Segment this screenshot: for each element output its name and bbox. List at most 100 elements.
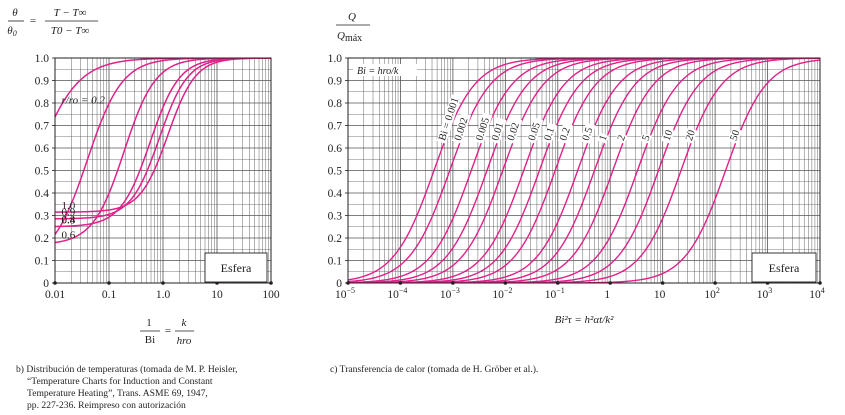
right-series-label-bg [505,117,523,144]
right-series-label-group: 0.05 [526,117,544,144]
right-series-label-bg [452,112,472,144]
right-series-label-group: 0.5 [580,122,596,144]
right-series-label-bg [436,94,462,144]
right-xtick [818,281,822,285]
right-series-label-bg [596,132,610,144]
left-grid [54,58,271,283]
left-series-label-0.8: 0.8 [61,214,75,226]
right-box: Esfera [751,252,817,283]
left-box: Esfera [204,252,268,283]
right-xtick-label: 10 [654,289,666,301]
left-xtick-label: 1.0 [156,289,171,301]
right-xtick-label: 104 [809,286,825,301]
left-ylabel-num: θ [12,7,18,19]
left-ytick-label: 0.8 [35,98,50,110]
right-series-label-bg [615,132,628,144]
right-curve-20 [348,58,820,283]
right-series-label-bg [728,127,742,144]
right-series-label-group: 50 [728,127,743,144]
right-curve-0.05 [348,58,820,283]
right-box-frame [751,252,817,283]
right-caption: c) Transferencia de calor (tomada de H. … [330,364,539,375]
right-series-label-bg [557,122,574,144]
left-caption-line-4: pp. 227-236. Reimpreso con autorización [27,400,186,411]
right-series-label-bg [473,112,493,144]
left-series-label-0.9: 0.9 [61,207,75,219]
left-xtick-label: 10 [211,289,223,301]
right-xtick [346,281,350,285]
right-chart: Q Qmáx 00.10.20.30.40.50.60.70.80.91.010… [328,11,825,326]
right-curve-50 [348,59,820,283]
left-x-axis-label: 1 Bi = k hro [140,317,194,347]
right-series-label-group: 2 [615,132,628,144]
right-ytick-label: 0.4 [328,188,343,200]
left-box-frame [204,252,268,283]
left-curve-1.0 [55,58,271,213]
right-series-label-group: 1 [596,132,610,144]
left-xlabel-den: Bi [145,334,155,346]
left-series-label-0.4: 0.4 [61,214,75,226]
left-ytick-label: 0.5 [35,165,50,177]
left-ylabel-eq: = [30,15,36,27]
right-series-label-0.05: 0.05 [527,121,543,142]
right-xtick-label: 1 [604,289,610,301]
left-xtick [53,281,57,285]
right-series-label-0.5: 0.5 [581,126,596,142]
left-y-axis-label: θ θ0 = T − T∞ T0 − T∞ [7,7,98,38]
right-xtick [398,281,403,285]
right-curve-10 [348,58,820,283]
left-ytick-label: 0.2 [35,233,50,245]
right-series-label-group: 0.2 [557,122,574,144]
right-series-label-bg [541,122,558,144]
right-ylabel-num: Q [348,11,356,23]
right-series-label-bg [660,127,675,144]
left-xtick [161,281,165,285]
right-series-label-group: 0.02 [505,117,523,144]
left-ytick-label: 0.9 [35,75,50,87]
left-ylabel-den: θ0 [7,25,16,38]
left-caption-line-2: “Temperature Charts for Induction and Co… [27,376,213,387]
left-xtick [107,281,111,285]
right-grid [347,58,820,283]
right-xtick-label: 10−4 [387,286,407,301]
right-ytick-label: 0.5 [328,165,343,177]
left-ytick-label: 0.6 [35,143,50,155]
right-series-label-bg [526,117,544,144]
left-xtick-label: 100 [262,289,280,301]
right-curve-0.02 [348,58,820,283]
left-xtick [269,281,273,285]
right-ytick-label: 0.9 [328,75,343,87]
right-series-label-0.1: 0.1 [543,126,558,142]
right-xtick-label: 10−3 [440,286,460,301]
left-caption-line-1: b) Distribución de temperaturas (tomada … [16,364,238,375]
right-y-axis-label: Q Qmáx [336,11,370,44]
left-caption: b) Distribución de temperaturas (tomada … [16,364,316,415]
left-ytick-label: 0 [43,278,49,290]
right-series-label-bg [580,122,596,144]
right-series-label-2: 2 [616,134,628,142]
left-ytick-label: 1.0 [35,53,50,65]
right-legend: Bi = hro/k [353,64,417,77]
right-series-label-1: 1 [598,134,610,142]
left-ytick-label: 0.7 [35,120,50,132]
right-series-label-50: 50 [729,129,743,142]
right-ytick-label: 0.6 [328,143,343,155]
left-chart: θ θ0 = T − T∞ T0 − T∞ 0 0.1 0.2 0.3 0.4 0.5 0.… [7,7,280,347]
right-xtick-label: 102 [704,286,720,301]
left-ytick-label: 0.1 [35,255,50,267]
right-curve-0.001 [348,58,820,281]
right-curve-0.01 [348,58,820,283]
right-xtick [503,281,508,285]
left-series-label-0.2: r/ro = 0.2 [61,95,105,107]
right-xtick [713,281,717,285]
right-curve-0.002 [348,58,820,283]
right-xtick-label: 10−2 [492,286,512,301]
left-ylabel-formula-num: T − T∞ [54,7,87,19]
right-ytick-label: 0.2 [328,233,343,245]
right-series-label-bg [489,117,507,144]
right-xtick [608,281,613,285]
right-series-label-0.002: 0.002 [453,116,471,142]
right-legend-text: Bi = hro/k [357,66,399,77]
right-ylabel-den: Qmáx [337,30,362,44]
